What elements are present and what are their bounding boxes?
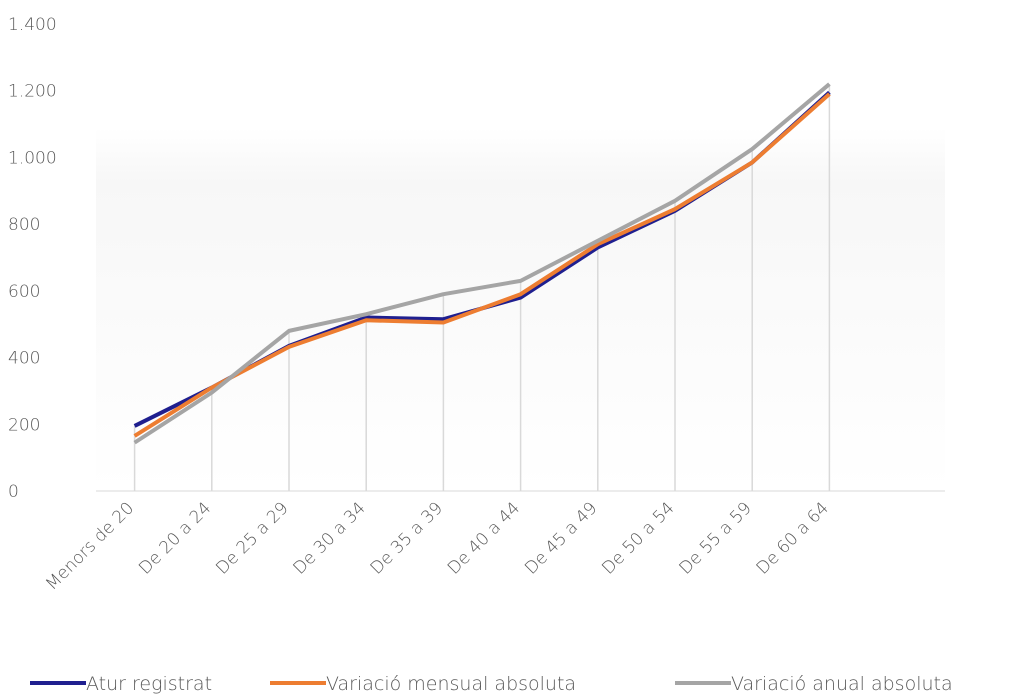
x-tick-label: De 25 a 29 (212, 498, 292, 578)
legend-label: Variació anual absoluta (731, 673, 953, 695)
y-tick-label: 800 (8, 215, 40, 235)
x-tick-label: De 60 a 64 (753, 498, 833, 578)
x-tick-label: De 30 a 34 (290, 498, 370, 578)
x-tick-label: De 40 a 44 (444, 498, 524, 578)
x-tick-label: De 45 a 49 (521, 498, 601, 578)
y-tick-label: 1.200 (8, 82, 57, 102)
x-tick-label: De 20 a 24 (135, 498, 215, 578)
series-line (133, 92, 831, 438)
x-tick-label: Menors de 20 (42, 498, 138, 594)
y-tick-label: 1.400 (8, 15, 57, 35)
x-tick-label: De 50 a 54 (598, 498, 678, 578)
y-tick-label: 0 (8, 482, 19, 502)
y-tick-label: 200 (8, 415, 40, 435)
y-tick-label: 600 (8, 282, 40, 302)
x-tick-label: De 35 a 39 (367, 498, 447, 578)
y-tick-label: 1.000 (8, 148, 57, 168)
y-tick-label: 400 (8, 349, 40, 369)
legend-label: Variació mensual absoluta (326, 673, 576, 695)
legend-label: Atur registrat (86, 673, 212, 695)
x-tick-label: De 55 a 59 (676, 498, 756, 578)
series-line (133, 82, 831, 445)
